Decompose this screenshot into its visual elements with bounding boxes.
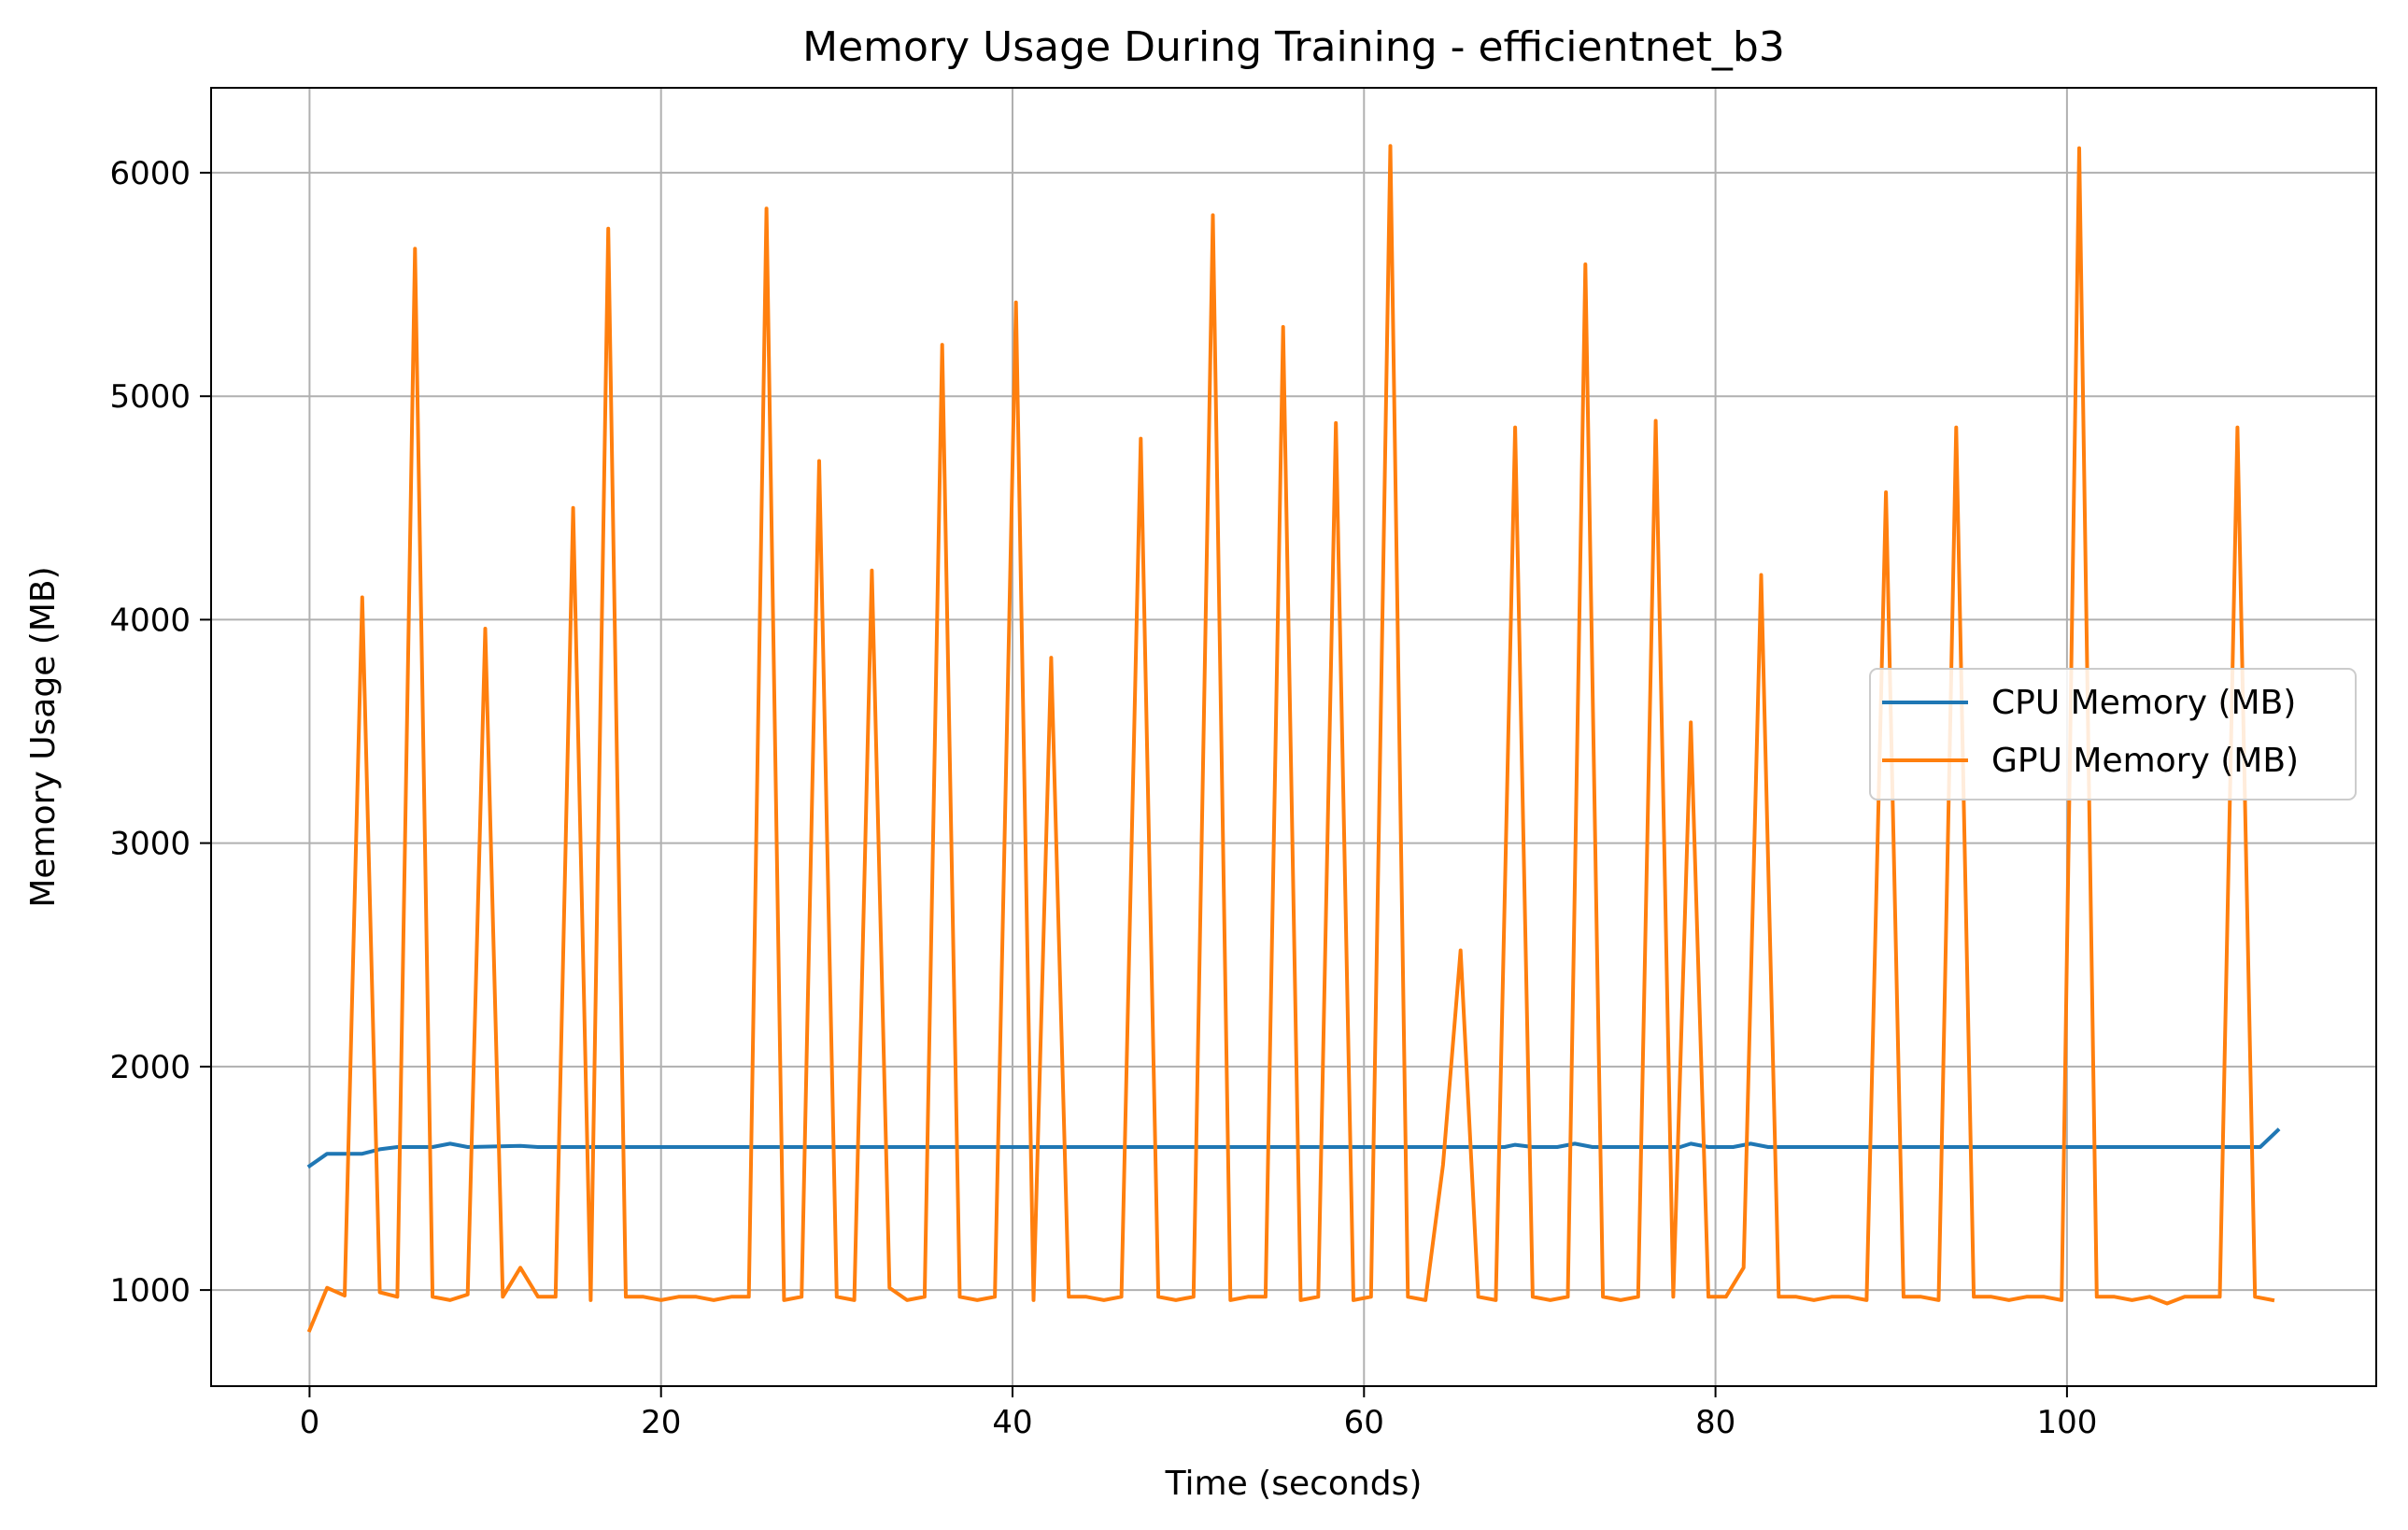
x-tick-label: 60 — [1344, 1404, 1384, 1441]
y-tick-label: 3000 — [109, 826, 191, 863]
legend-box — [1869, 668, 2357, 800]
legend-label-gpu: GPU Memory (MB) — [1991, 742, 2299, 780]
chart-title: Memory Usage During Training - efficient… — [802, 23, 1785, 71]
legend-label-cpu: CPU Memory (MB) — [1991, 684, 2296, 722]
x-tick-label: 20 — [641, 1404, 681, 1441]
axis-ticks: 0 20 40 60 80 100 1000 2000 3000 4000 5000 6000 — [109, 155, 2097, 1441]
x-tick-label: 40 — [992, 1404, 1032, 1441]
gpu-memory-line — [306, 144, 2275, 1333]
grid — [211, 88, 2376, 1386]
y-axis-label: Memory Usage (MB) — [24, 566, 63, 907]
plot-area-frame — [210, 87, 2377, 1387]
x-tick-label: 100 — [2036, 1404, 2097, 1441]
y-tick-label: 6000 — [109, 155, 191, 192]
x-tick-label: 0 — [300, 1404, 320, 1441]
cpu-memory-line — [306, 1127, 2281, 1169]
y-tick-label: 4000 — [109, 602, 191, 639]
y-tick-label: 5000 — [109, 378, 191, 416]
y-tick-label: 2000 — [109, 1049, 191, 1086]
series-layer — [306, 144, 2281, 1333]
y-tick-label: 1000 — [109, 1272, 191, 1310]
legend: CPU Memory (MB) GPU Memory (MB) — [1869, 668, 2357, 800]
x-axis-label: Time (seconds) — [1165, 1465, 1423, 1503]
x-tick-label: 80 — [1695, 1404, 1735, 1441]
